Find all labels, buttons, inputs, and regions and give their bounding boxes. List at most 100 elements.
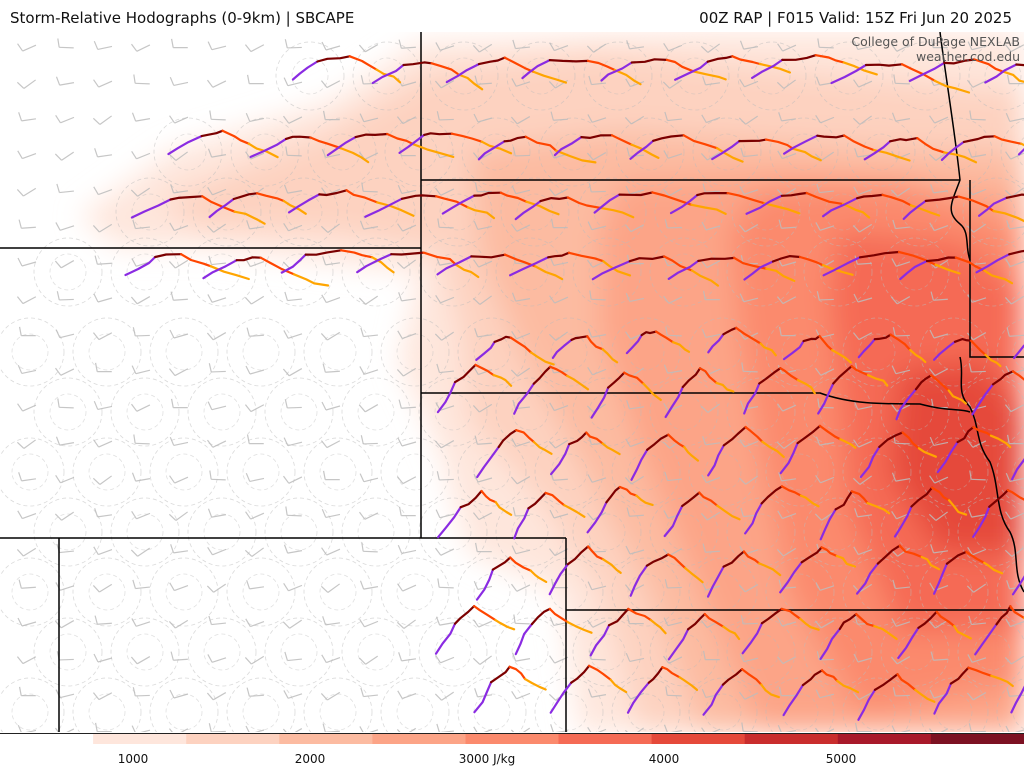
hodograph-segment [873, 624, 898, 641]
wind-barb [549, 42, 569, 52]
wind-barb [169, 582, 189, 592]
hodograph-ring [1012, 334, 1024, 370]
hodograph [364, 194, 496, 220]
hodograph [782, 669, 860, 717]
hodograph-segment [855, 612, 876, 628]
hodograph [974, 605, 1024, 656]
wind-barb [18, 219, 36, 229]
hodograph-segment [843, 134, 876, 152]
hodograph-ring [192, 177, 262, 247]
wind-barb [56, 183, 74, 194]
wind-barb [54, 511, 75, 521]
hodograph-segment [947, 499, 968, 516]
wind-barb [929, 329, 949, 339]
hodograph-segment [917, 447, 938, 458]
hodograph-segment [566, 374, 590, 391]
wind-barb [398, 39, 416, 49]
hodograph-segment [532, 70, 568, 84]
hodograph-segment [1011, 370, 1024, 381]
wind-barb [436, 723, 454, 732]
hodograph-ring [858, 333, 896, 371]
hodograph-ring [803, 377, 873, 447]
wind-barb [1004, 295, 1024, 305]
wind-barb [966, 583, 987, 593]
wind-barb [778, 326, 796, 337]
hodograph [669, 192, 801, 215]
hodograph-segment [371, 63, 405, 85]
hodograph-ring [418, 497, 488, 567]
hodograph [932, 338, 1002, 368]
wind-barb [815, 689, 835, 699]
wind-barb [665, 686, 682, 697]
hodograph-ring [957, 617, 1024, 687]
hodograph-ring [846, 117, 916, 187]
wind-barb [739, 691, 759, 700]
hodograph-segment [591, 260, 631, 281]
hodograph-ring [264, 617, 334, 687]
wind-barb [588, 75, 606, 86]
hodograph [817, 365, 889, 415]
hodograph-ring [473, 693, 511, 731]
hodograph [553, 134, 660, 160]
wind-barb [130, 656, 151, 665]
wind-barb [170, 291, 188, 301]
hodograph-ring [726, 497, 796, 567]
hodograph-segment [625, 334, 643, 355]
wind-barb [55, 222, 75, 231]
wind-barb [244, 295, 265, 305]
hodograph-segment [422, 251, 458, 266]
wind-barb [891, 472, 911, 482]
hodograph-segment [897, 250, 937, 266]
wind-barb [776, 656, 797, 665]
wind-barb [16, 187, 37, 197]
hodograph-segment [629, 139, 655, 160]
hodograph-ring [341, 497, 411, 567]
wind-barb [1004, 655, 1024, 665]
hodograph-segment [233, 210, 266, 225]
wind-barb [929, 222, 949, 232]
hodograph-segment [586, 501, 608, 534]
hodograph-segment [474, 363, 495, 377]
hodograph-ring [814, 41, 884, 111]
hodograph-segment [763, 202, 801, 215]
wind-barb [472, 43, 493, 53]
hodograph-segment [436, 381, 457, 414]
wind-barb [435, 256, 455, 266]
hodograph-ring [457, 677, 527, 732]
hodograph-ring [303, 317, 373, 387]
hodograph-ring [341, 237, 411, 307]
hodograph-ring [445, 57, 483, 95]
hodograph-segment [779, 561, 803, 594]
hodograph-ring [495, 377, 565, 447]
hodograph [1010, 458, 1024, 481]
hodograph-segment [972, 505, 991, 538]
wind-barb [1005, 618, 1024, 628]
hodograph-segment [587, 664, 612, 681]
hodograph-segment [544, 491, 566, 507]
hodograph-ring [110, 617, 180, 687]
hodograph-ring [477, 133, 515, 171]
wind-barb [283, 582, 303, 592]
hodograph-segment [585, 431, 604, 445]
hodograph-ring [611, 677, 681, 732]
hodograph-segment [221, 129, 250, 145]
wind-barb [1006, 687, 1024, 697]
hodograph-segment [566, 620, 593, 634]
hodograph-segment [623, 371, 645, 385]
wind-barb [587, 221, 607, 231]
hodograph-ring [457, 317, 527, 387]
wind-barb [511, 690, 531, 700]
hodograph-segment [607, 371, 626, 389]
hodograph-ring [423, 177, 493, 247]
wind-barb [777, 724, 797, 732]
hodograph-segment [866, 374, 889, 387]
wind-barb [133, 74, 150, 85]
hodograph-segment [259, 256, 295, 276]
hodograph-segment [735, 326, 762, 345]
colorbar-segment [0, 734, 95, 744]
wind-barb [169, 436, 189, 447]
hodograph [249, 135, 370, 164]
hodograph-ring [996, 438, 1024, 506]
wind-barb [1005, 258, 1024, 268]
wind-barb [207, 546, 227, 556]
